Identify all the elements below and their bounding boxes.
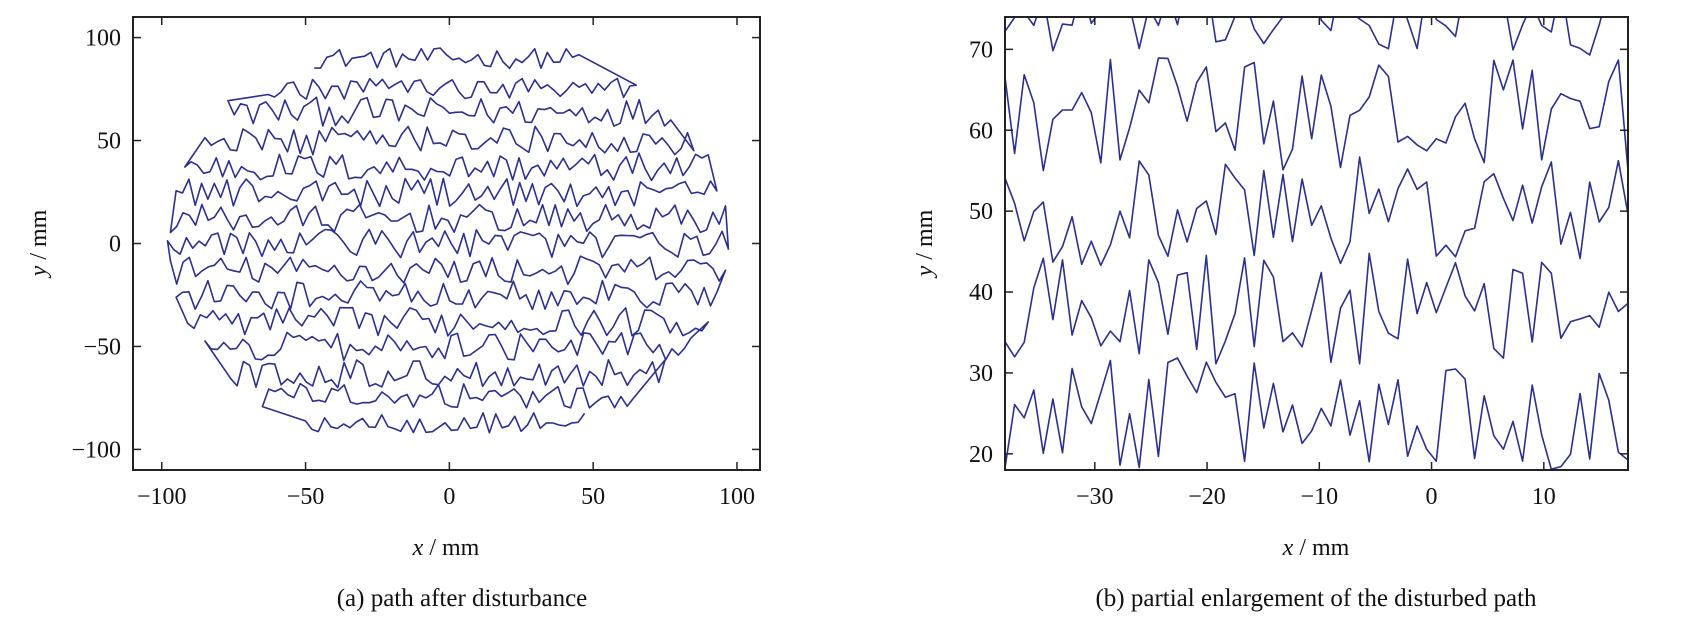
y-axis-label-b: y / mm xyxy=(912,209,938,278)
ticks-a: −100 −50 0 50 100 −100 −50 0 50 100 xyxy=(71,17,760,510)
chart-panel-a: −100 −50 0 50 100 −100 −50 0 50 100 x / mm y / mm… xyxy=(26,16,761,612)
y-tick-label: 60 xyxy=(969,118,993,144)
disturbed-path-b xyxy=(1005,17,1628,470)
y-tick-label: 0 xyxy=(109,232,121,258)
x-axis-label-b: x / mm xyxy=(1282,535,1350,561)
caption-a: (a) path after disturbance xyxy=(337,585,588,612)
x-tick-label: 0 xyxy=(443,484,455,510)
x-axis-label-a: x / mm xyxy=(412,535,480,561)
y-tick-label: 50 xyxy=(969,199,993,225)
y-tick-label: 50 xyxy=(97,129,121,155)
caption-b: (b) partial enlargement of the disturbed… xyxy=(1095,585,1537,612)
y-tick-label: −100 xyxy=(71,437,121,463)
chart-panel-b: −30 −20 −10 0 10 20 30 40 50 60 70 x / mm y / mm (… xyxy=(912,16,1629,612)
y-tick-label: 70 xyxy=(969,37,993,63)
x-tick-label: −10 xyxy=(1301,484,1339,510)
x-tick-label: −100 xyxy=(137,484,187,510)
y-tick-label: −50 xyxy=(83,334,121,360)
x-tick-label: −50 xyxy=(287,484,325,510)
x-tick-label: −30 xyxy=(1076,484,1114,510)
ticks-b: −30 −20 −10 0 10 20 30 40 50 60 70 xyxy=(969,17,1628,510)
scan-path-line xyxy=(166,47,730,434)
y-axis-label-a: y / mm xyxy=(26,209,52,278)
plot-frame-b xyxy=(1004,16,1629,471)
x-tick-label: −20 xyxy=(1188,484,1226,510)
disturbed-path-a xyxy=(166,47,730,434)
y-tick-label: 30 xyxy=(969,361,993,387)
x-tick-label: 10 xyxy=(1532,484,1556,510)
y-tick-label: 20 xyxy=(969,442,993,468)
y-tick-label: 40 xyxy=(969,280,993,306)
x-tick-label: 0 xyxy=(1426,484,1438,510)
y-tick-label: 100 xyxy=(85,26,121,52)
scan-path-line xyxy=(1005,17,1628,470)
x-tick-label: 100 xyxy=(719,484,755,510)
x-tick-label: 50 xyxy=(581,484,605,510)
